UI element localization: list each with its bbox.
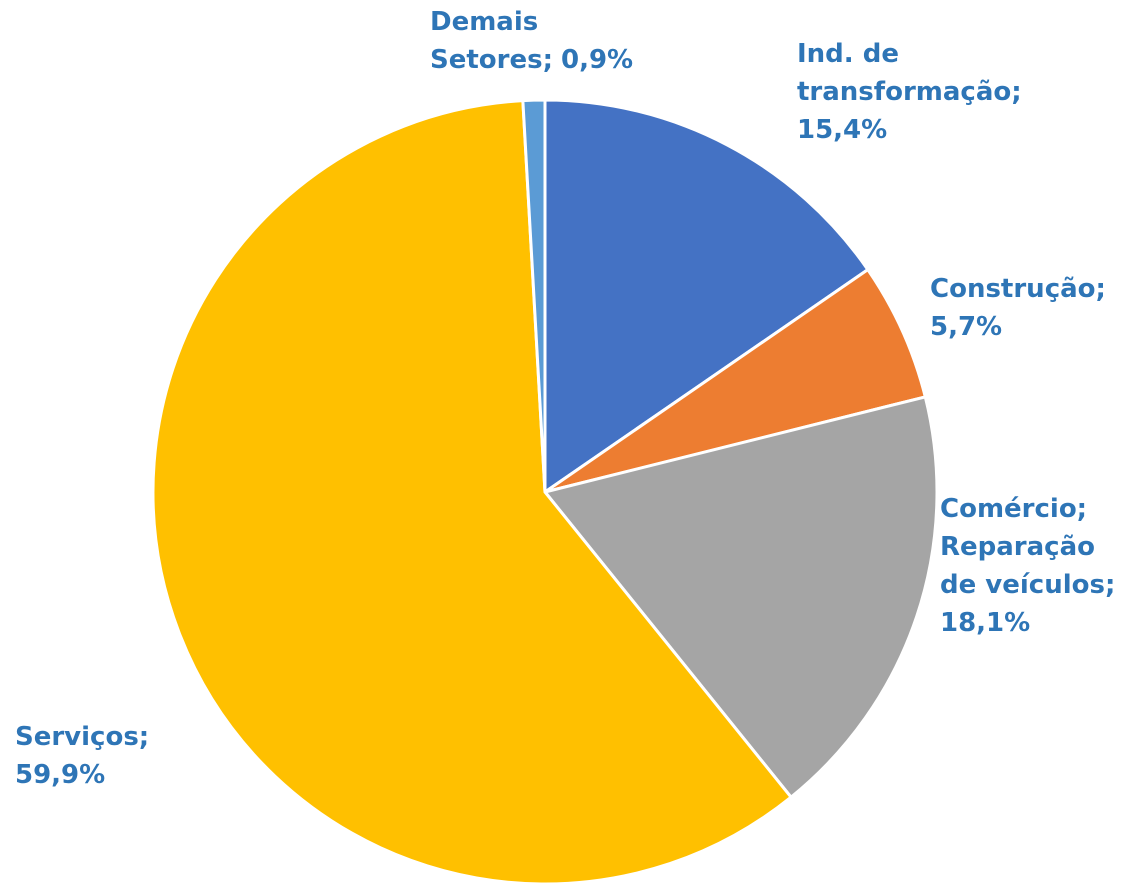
category-label: Serviços; bbox=[15, 722, 150, 752]
pie-slice bbox=[543, 98, 870, 495]
slice-label: Construção; 5,7% bbox=[930, 270, 1106, 346]
value-label: 5,7% bbox=[930, 312, 1003, 342]
slice-label: Comércio; Reparação de veículos; 18,1% bbox=[940, 490, 1115, 642]
value-label: 59,9% bbox=[15, 760, 106, 790]
category-label: Ind. de transformação; bbox=[797, 39, 1022, 107]
pie-slice bbox=[151, 99, 794, 883]
value-label: 0,9% bbox=[560, 45, 634, 75]
value-label: 15,4% bbox=[797, 115, 888, 145]
slice-label: Demais Setores; 0,9% bbox=[430, 3, 633, 79]
category-label: Demais Setores; bbox=[430, 7, 553, 75]
category-label: Construção; bbox=[930, 274, 1106, 304]
slice-label: Ind. de transformação; 15,4% bbox=[797, 35, 1022, 149]
pie-slice bbox=[542, 395, 939, 800]
slice-label: Serviços; 59,9% bbox=[15, 718, 149, 794]
pie-slice bbox=[544, 267, 928, 494]
pie-slice bbox=[521, 98, 547, 493]
category-label: Comércio; Reparação de veículos; bbox=[940, 494, 1116, 600]
value-label: 18,1% bbox=[940, 608, 1031, 638]
